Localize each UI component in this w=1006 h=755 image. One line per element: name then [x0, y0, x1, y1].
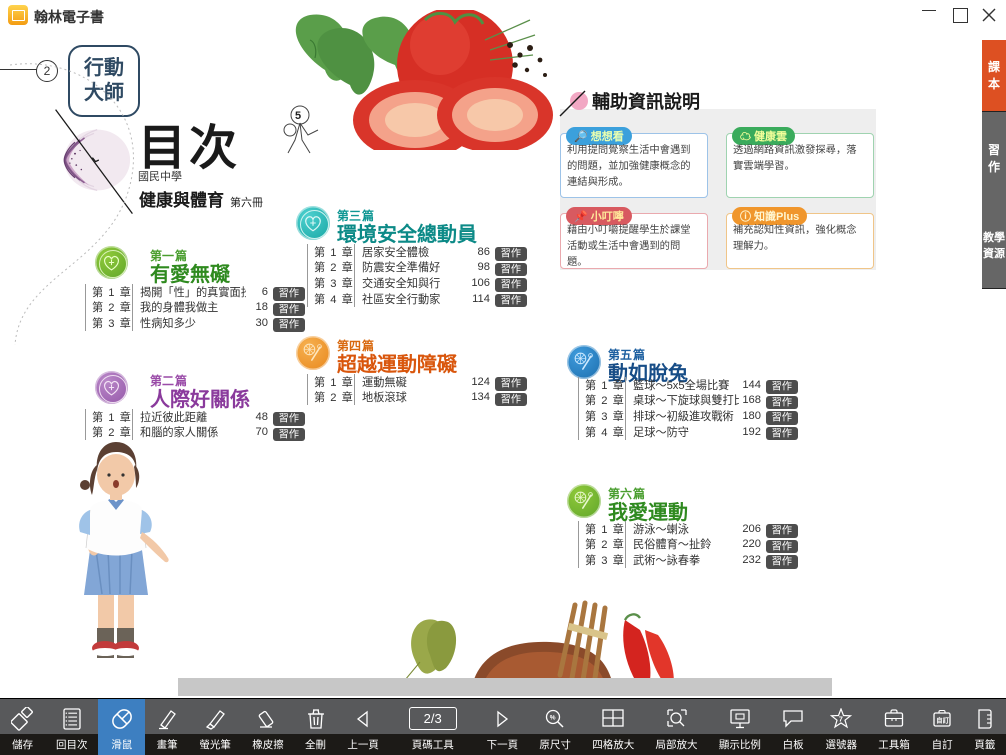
svg-text:5: 5: [295, 110, 301, 122]
svg-text:%: %: [550, 714, 556, 721]
svg-text:7: 7: [839, 714, 843, 723]
svg-text:自訂: 自訂: [936, 715, 949, 724]
